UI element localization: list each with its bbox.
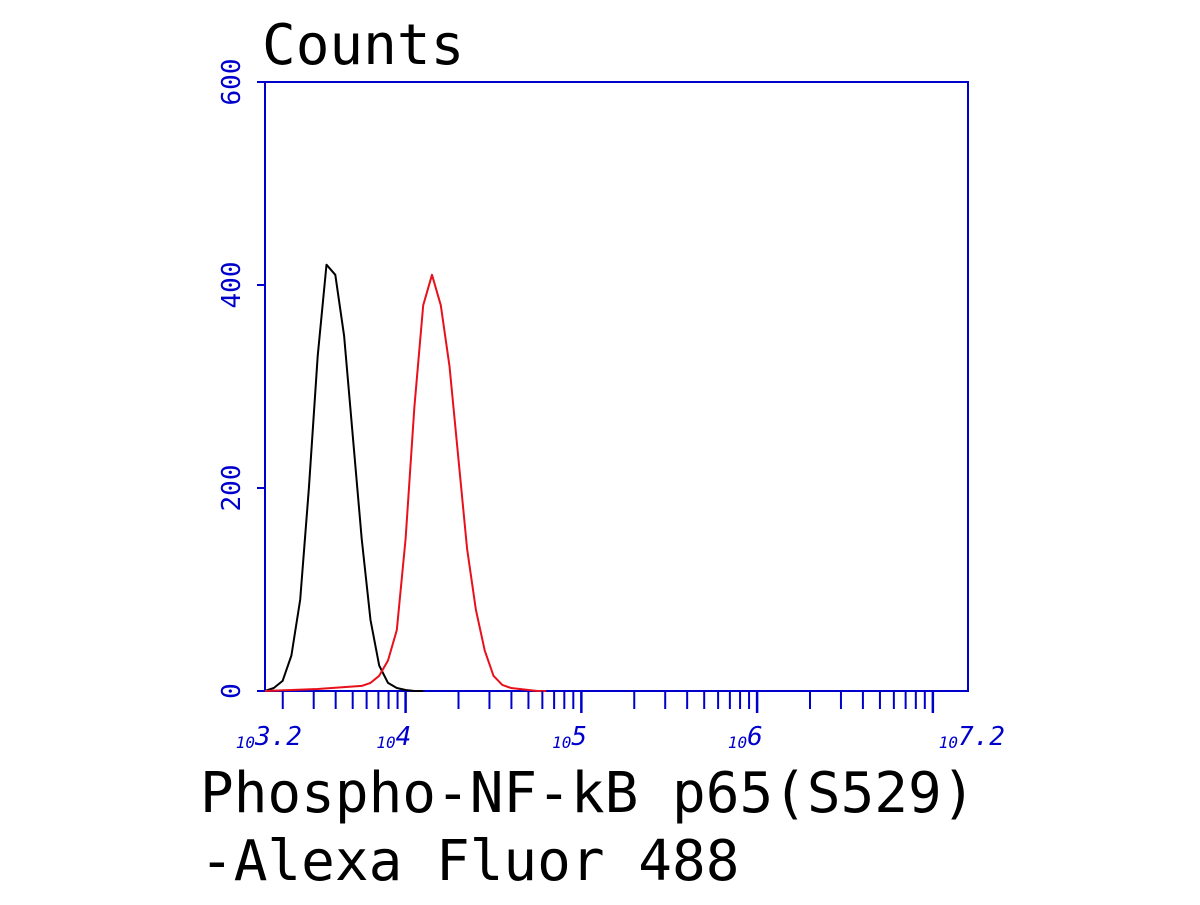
y-tick-label-400: 400	[217, 262, 247, 309]
x-tick-label-exponent: 5	[571, 722, 587, 752]
x-axis-ticks: 10 3.2 10 4 10 5 10 6 10 7.2	[236, 691, 1005, 752]
x-tick-label-10-5: 10 5	[552, 722, 587, 752]
y-axis-label: Counts	[262, 13, 464, 78]
x-tick-label-base: 10	[552, 733, 571, 752]
x-tick-label-10-3.2: 10 3.2	[236, 722, 302, 752]
series-line-2	[264, 273, 547, 692]
x-tick-label-10-6: 10 6	[728, 722, 763, 752]
x-tick-label-base: 10	[728, 733, 747, 752]
x-tick-label-exponent: 4	[396, 722, 412, 752]
x-tick-label-exponent: 6	[747, 722, 763, 752]
x-tick-label-10-4: 10 4	[376, 722, 411, 752]
y-axis-ticks: 0 200 400 600	[217, 59, 265, 699]
y-tick-label-0: 0	[217, 683, 247, 699]
x-axis-label-line-1: Phospho-NF-kB p65(S529)	[200, 761, 975, 826]
y-tick-label-600: 600	[217, 59, 247, 106]
y-tick-label-200: 200	[217, 465, 247, 512]
plot-frame	[264, 81, 969, 692]
x-tick-label-exponent: 3.2	[254, 722, 302, 752]
x-tick-label-base: 10	[236, 733, 255, 752]
x-axis-label-block: Phospho-NF-kB p65(S529) -Alexa Fluor 488	[200, 761, 975, 894]
x-tick-label-base: 10	[376, 733, 395, 752]
series-layer	[264, 263, 547, 692]
x-axis-label-line-2: -Alexa Fluor 488	[200, 829, 739, 894]
x-tick-label-exponent: 7.2	[958, 722, 1005, 752]
x-tick-label-base: 10	[939, 733, 958, 752]
series-line-1	[264, 263, 424, 692]
x-tick-label-10-7.2: 10 7.2	[939, 722, 1005, 752]
